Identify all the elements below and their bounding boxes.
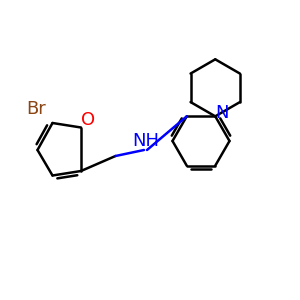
Text: N: N <box>215 104 229 122</box>
Text: Br: Br <box>26 100 46 118</box>
Text: NH: NH <box>132 132 159 150</box>
Text: O: O <box>80 111 95 129</box>
